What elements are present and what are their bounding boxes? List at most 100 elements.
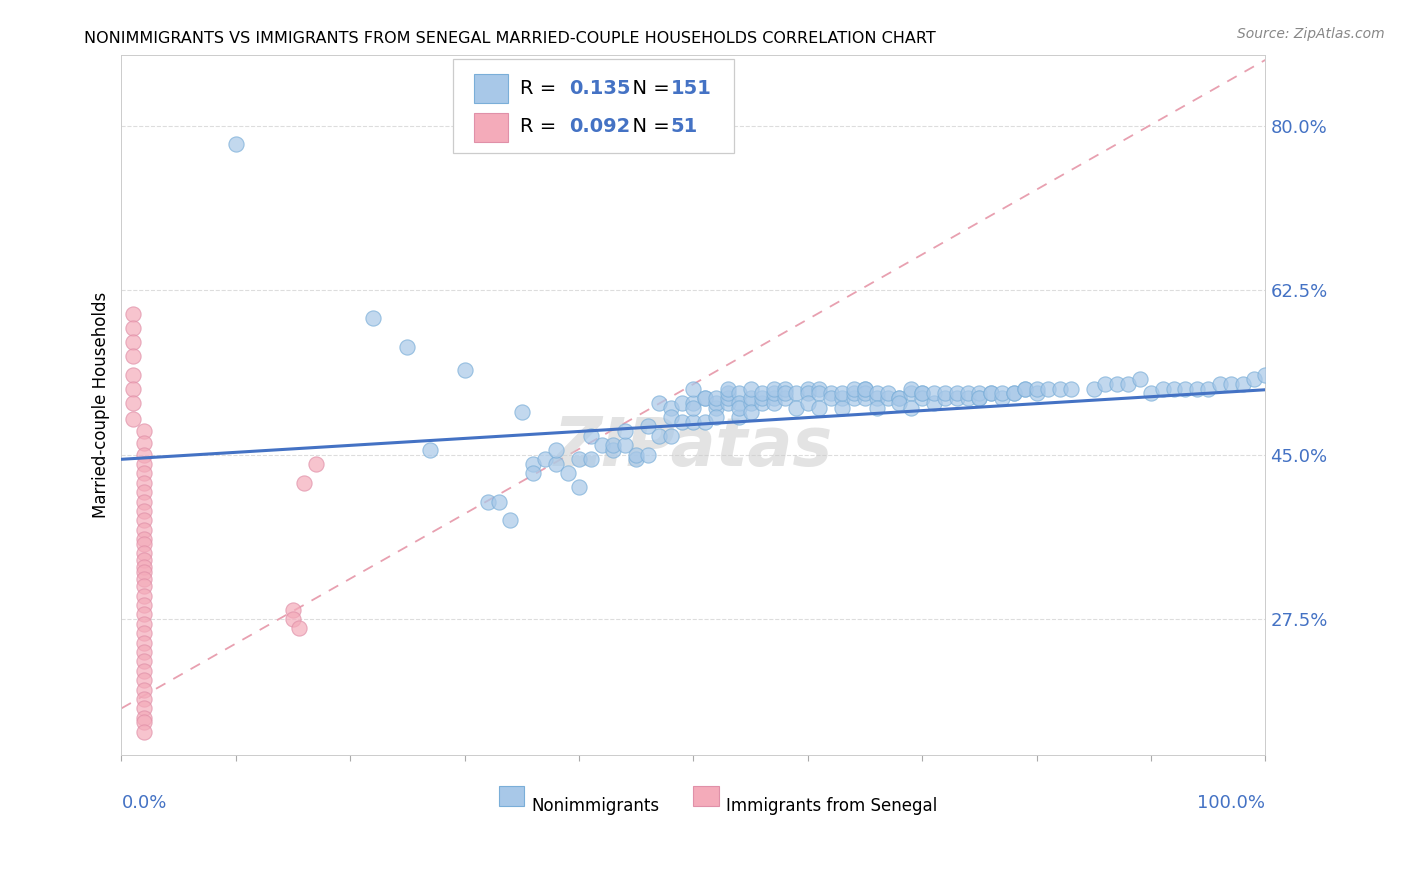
Point bbox=[613, 424, 636, 438]
Point bbox=[419, 442, 441, 457]
Point bbox=[591, 438, 613, 452]
Point bbox=[785, 401, 807, 415]
Point bbox=[134, 494, 156, 508]
Point bbox=[134, 673, 156, 688]
Point bbox=[1025, 382, 1047, 396]
Point bbox=[980, 386, 1002, 401]
Point bbox=[579, 429, 602, 443]
Text: Source: ZipAtlas.com: Source: ZipAtlas.com bbox=[1237, 27, 1385, 41]
Point bbox=[579, 452, 602, 467]
Point bbox=[877, 391, 900, 405]
Point bbox=[134, 682, 156, 697]
Point bbox=[1116, 377, 1139, 392]
Point bbox=[134, 635, 156, 649]
Point bbox=[865, 386, 887, 401]
Point bbox=[1232, 377, 1254, 392]
Point bbox=[134, 523, 156, 537]
Point bbox=[134, 457, 156, 471]
Point bbox=[762, 386, 785, 401]
Point bbox=[134, 579, 156, 593]
Point bbox=[134, 467, 156, 481]
Point bbox=[134, 701, 156, 715]
Point bbox=[740, 391, 762, 405]
Point bbox=[797, 396, 820, 410]
Point bbox=[773, 391, 796, 405]
Text: Immigrants from Senegal: Immigrants from Senegal bbox=[725, 797, 936, 815]
Point bbox=[1002, 386, 1025, 401]
Point bbox=[522, 457, 544, 471]
Point bbox=[808, 386, 831, 401]
Point bbox=[396, 339, 419, 353]
Point bbox=[1220, 377, 1243, 392]
Point bbox=[1209, 377, 1232, 392]
Point bbox=[499, 513, 522, 527]
Point bbox=[488, 494, 510, 508]
Point bbox=[134, 715, 156, 730]
Point bbox=[522, 467, 544, 481]
Point bbox=[728, 401, 751, 415]
Point bbox=[957, 391, 980, 405]
Point bbox=[740, 396, 762, 410]
Text: Nonimmigrants: Nonimmigrants bbox=[531, 797, 659, 815]
Text: 100.0%: 100.0% bbox=[1198, 794, 1265, 812]
Point bbox=[969, 391, 991, 405]
Point bbox=[969, 386, 991, 401]
Point bbox=[991, 386, 1014, 401]
Point bbox=[842, 391, 865, 405]
FancyBboxPatch shape bbox=[474, 74, 508, 103]
Point bbox=[773, 386, 796, 401]
Text: 151: 151 bbox=[671, 78, 711, 97]
Point bbox=[911, 386, 934, 401]
Point bbox=[134, 572, 156, 586]
Point bbox=[134, 616, 156, 631]
Point bbox=[134, 645, 156, 659]
Point bbox=[626, 448, 648, 462]
Point bbox=[533, 452, 555, 467]
Point bbox=[134, 485, 156, 500]
Text: 51: 51 bbox=[671, 117, 697, 136]
Y-axis label: Married-couple Households: Married-couple Households bbox=[93, 292, 110, 518]
Point bbox=[568, 452, 591, 467]
Point bbox=[122, 334, 145, 349]
Point bbox=[361, 311, 384, 326]
Point bbox=[1036, 382, 1059, 396]
Point bbox=[122, 320, 145, 334]
Point bbox=[911, 386, 934, 401]
Point bbox=[751, 396, 773, 410]
Point bbox=[762, 391, 785, 405]
Point bbox=[546, 442, 568, 457]
Point bbox=[134, 504, 156, 518]
Point bbox=[281, 612, 304, 626]
Point bbox=[134, 537, 156, 551]
Point bbox=[648, 396, 671, 410]
Point bbox=[900, 386, 922, 401]
Point bbox=[225, 137, 247, 152]
Point bbox=[637, 448, 659, 462]
Point bbox=[831, 386, 853, 401]
Point bbox=[853, 382, 876, 396]
Point bbox=[613, 438, 636, 452]
Point bbox=[1083, 382, 1105, 396]
Point bbox=[704, 391, 727, 405]
Point bbox=[134, 436, 156, 450]
Point bbox=[134, 626, 156, 640]
FancyBboxPatch shape bbox=[499, 786, 524, 805]
Text: ZIPatas: ZIPatas bbox=[554, 414, 832, 480]
Point bbox=[1094, 377, 1116, 392]
Point bbox=[762, 382, 785, 396]
Point bbox=[922, 386, 945, 401]
Point bbox=[682, 396, 704, 410]
Point bbox=[889, 391, 911, 405]
Point bbox=[134, 589, 156, 603]
Point bbox=[991, 391, 1014, 405]
Point bbox=[728, 386, 751, 401]
Point bbox=[1002, 386, 1025, 401]
Point bbox=[134, 724, 156, 739]
Text: R =: R = bbox=[520, 78, 562, 97]
Point bbox=[728, 396, 751, 410]
Text: N =: N = bbox=[620, 117, 676, 136]
Point bbox=[957, 386, 980, 401]
Point bbox=[294, 475, 316, 490]
Point bbox=[797, 382, 820, 396]
Point bbox=[751, 391, 773, 405]
